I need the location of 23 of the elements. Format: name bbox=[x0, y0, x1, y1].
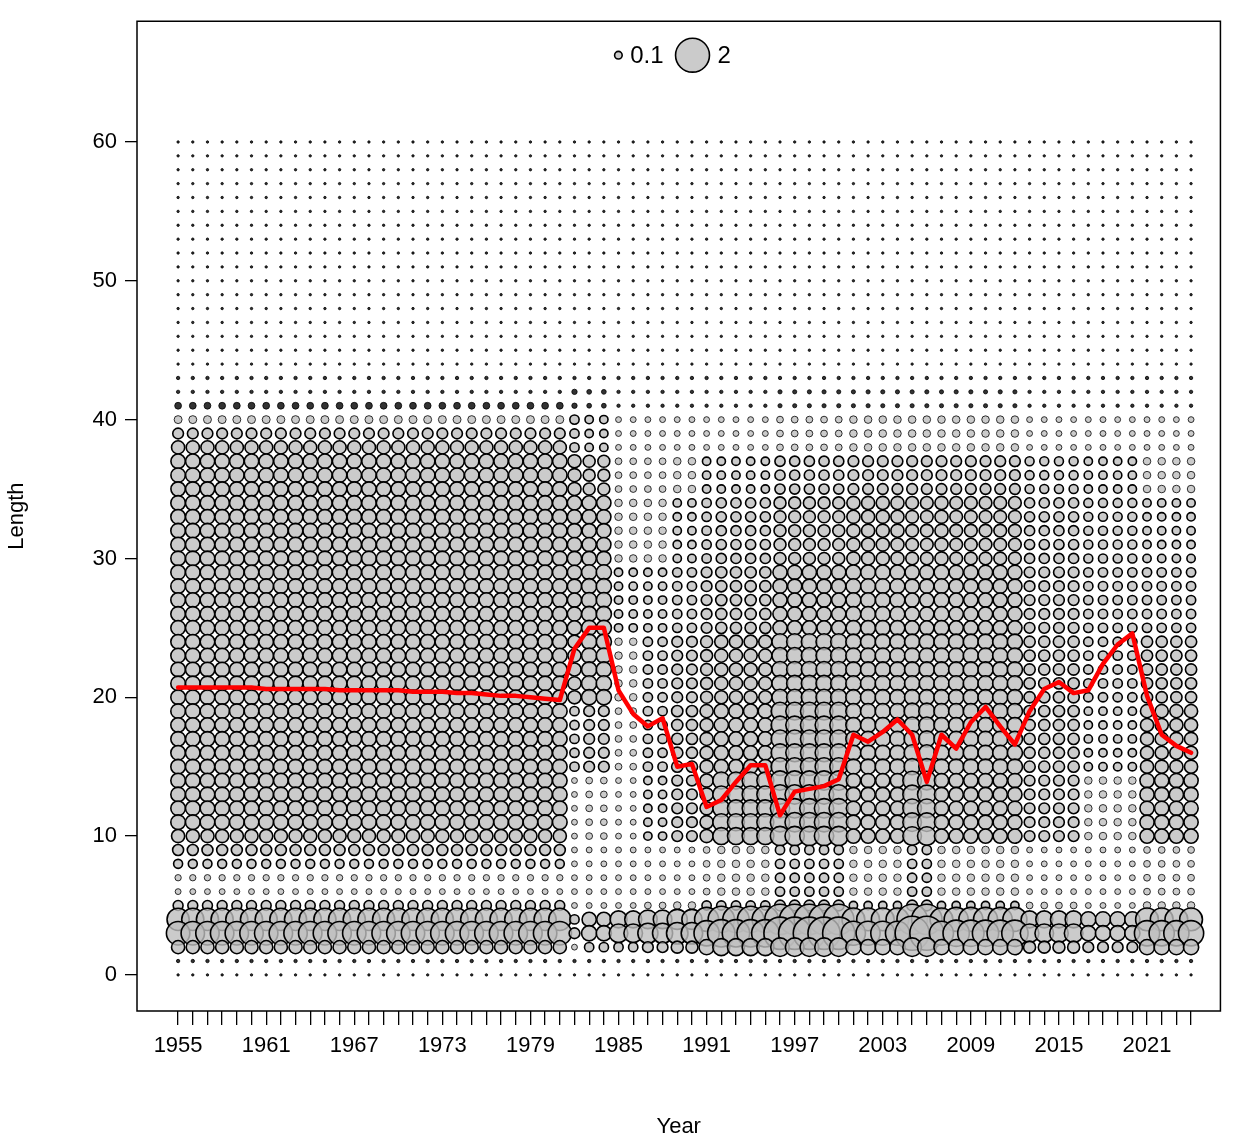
legend-label: 2 bbox=[717, 40, 731, 68]
x-tick-label: 2021 bbox=[1122, 1032, 1172, 1058]
x-tick-label: 1997 bbox=[770, 1032, 820, 1058]
legend-label: 0.1 bbox=[630, 40, 664, 68]
y-tick-label: 10 bbox=[92, 822, 117, 848]
y-tick-label: 30 bbox=[92, 544, 117, 570]
x-tick-label: 1991 bbox=[682, 1032, 732, 1058]
y-tick-label: 50 bbox=[92, 266, 117, 292]
x-tick-label: 2003 bbox=[858, 1032, 908, 1058]
x-tick-label: 1985 bbox=[594, 1032, 643, 1058]
x-tick-label: 1973 bbox=[417, 1032, 467, 1058]
y-tick-label: 20 bbox=[92, 683, 117, 709]
y-tick-label: 0 bbox=[104, 960, 117, 986]
x-tick-label: 1979 bbox=[505, 1032, 555, 1058]
y-axis-title: Length bbox=[3, 482, 29, 550]
x-tick-label: 2015 bbox=[1034, 1032, 1084, 1058]
y-tick-label: 60 bbox=[92, 128, 117, 154]
x-tick-label: 2009 bbox=[946, 1032, 996, 1058]
y-tick-label: 40 bbox=[92, 405, 117, 431]
x-tick-label: 1967 bbox=[329, 1032, 379, 1058]
x-tick-label: 1961 bbox=[241, 1032, 291, 1058]
x-axis-title: Year bbox=[656, 1112, 701, 1138]
x-tick-label: 1955 bbox=[153, 1032, 203, 1058]
